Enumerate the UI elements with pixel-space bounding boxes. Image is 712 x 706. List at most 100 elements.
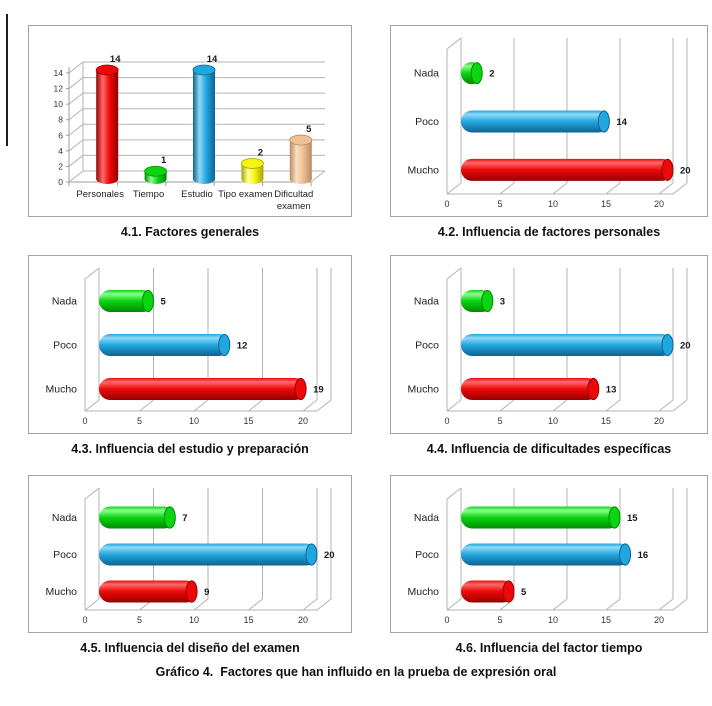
svg-text:Dificultad: Dificultad [274, 189, 313, 200]
svg-text:Nada: Nada [52, 512, 77, 524]
svg-text:Mucho: Mucho [407, 384, 439, 396]
svg-text:8: 8 [58, 115, 63, 125]
svg-text:13: 13 [606, 385, 617, 396]
svg-text:4: 4 [58, 146, 63, 156]
figure-caption: Gráfico 4. Factores que han influido en … [155, 665, 557, 679]
svg-text:5: 5 [137, 416, 142, 426]
svg-text:14: 14 [54, 68, 64, 78]
chart-4-6-box: 0 5 10 15 20 15 Nada 16 Poco 5 Mucho [390, 475, 708, 633]
svg-text:20: 20 [654, 416, 664, 426]
svg-text:9: 9 [204, 587, 209, 598]
svg-text:20: 20 [298, 615, 308, 625]
chart-4-1-box: 0 2 4 6 8 10 12 14 14 Personales 1 Tiempo 14 Estudio 2… [28, 25, 352, 217]
chart-4-5-canvas: 0 5 10 15 20 7 Nada 20 Poco 9 Mucho [45, 487, 335, 625]
chart-row-2: 0 5 10 15 20 5 Nada 12 Poco 19 Mucho 0 5 10 15 20 3 Nada… [28, 255, 712, 434]
svg-text:10: 10 [548, 615, 558, 625]
svg-text:7: 7 [182, 513, 187, 524]
svg-text:5: 5 [306, 124, 312, 135]
chart-4-2-box: 0 5 10 15 20 2 Nada 14 Poco 20 Mucho [390, 25, 708, 217]
svg-text:20: 20 [324, 550, 335, 561]
chart-4-6-caption: 4.6. Influencia del factor tiempo [455, 641, 643, 655]
svg-text:Nada: Nada [414, 68, 439, 80]
chart-4-5-box: 0 5 10 15 20 7 Nada 20 Poco 9 Mucho [28, 475, 352, 633]
chart-4-5-caption: 4.5. Influencia del diseño del examen [80, 641, 300, 655]
svg-text:5: 5 [497, 416, 502, 426]
svg-text:0: 0 [82, 615, 87, 625]
svg-text:3: 3 [500, 297, 505, 308]
svg-text:10: 10 [548, 199, 558, 209]
svg-text:Poco: Poco [53, 340, 77, 352]
chart-4-6-canvas: 0 5 10 15 20 15 Nada 16 Poco 5 Mucho [407, 487, 688, 625]
svg-text:Mucho: Mucho [407, 586, 439, 598]
svg-text:12: 12 [54, 84, 64, 94]
svg-text:Estudio: Estudio [181, 189, 213, 200]
chart-4-4-canvas: 0 5 10 15 20 3 Nada 20 Poco 13 Mucho [407, 267, 691, 426]
svg-text:Nada: Nada [52, 296, 77, 308]
svg-text:20: 20 [298, 416, 308, 426]
svg-text:Tipo examen: Tipo examen [218, 189, 273, 200]
chart-4-3-canvas: 0 5 10 15 20 5 Nada 12 Poco 19 Mucho [45, 267, 332, 426]
chart-4-3-caption: 4.3. Influencia del estudio y preparació… [71, 442, 309, 456]
chart-4-2-caption: 4.2. Influencia de factores personales [437, 225, 661, 239]
svg-text:14: 14 [207, 54, 218, 65]
svg-text:Nada: Nada [414, 512, 439, 524]
svg-text:20: 20 [654, 615, 664, 625]
svg-text:15: 15 [601, 199, 611, 209]
svg-text:20: 20 [654, 199, 664, 209]
svg-text:Poco: Poco [53, 549, 77, 561]
svg-text:20: 20 [680, 341, 691, 352]
svg-text:10: 10 [548, 416, 558, 426]
page-edge-line [6, 14, 8, 146]
svg-text:10: 10 [54, 99, 64, 109]
chart-row-3: 0 5 10 15 20 7 Nada 20 Poco 9 Mucho 0 5 10 15 20 15 Nada… [28, 475, 712, 633]
chart-4-4-caption: 4.4. Influencia de dificultades específi… [426, 442, 672, 456]
svg-text:Mucho: Mucho [45, 384, 77, 396]
svg-text:Tiempo: Tiempo [133, 189, 164, 200]
svg-text:15: 15 [601, 615, 611, 625]
svg-text:14: 14 [110, 54, 121, 65]
svg-text:5: 5 [497, 615, 502, 625]
svg-text:Nada: Nada [414, 296, 439, 308]
svg-text:2: 2 [489, 69, 494, 80]
caption-row-1: 4.1. Factores generales 4.2. Influencia … [28, 224, 712, 240]
svg-text:Poco: Poco [415, 340, 439, 352]
svg-text:0: 0 [82, 416, 87, 426]
chart-4-3-box: 0 5 10 15 20 5 Nada 12 Poco 19 Mucho [28, 255, 352, 434]
caption-row-3: 4.5. Influencia del diseño del examen 4.… [28, 640, 712, 656]
chart-4-1-canvas: 0 2 4 6 8 10 12 14 14 Personales 1 Tiempo 14 Estudio 2… [54, 54, 326, 212]
svg-text:20: 20 [680, 165, 691, 176]
svg-text:10: 10 [189, 615, 199, 625]
svg-text:12: 12 [237, 341, 248, 352]
svg-text:16: 16 [638, 550, 649, 561]
svg-text:15: 15 [243, 615, 253, 625]
svg-text:Personales: Personales [76, 189, 124, 200]
svg-text:0: 0 [444, 199, 449, 209]
svg-text:15: 15 [601, 416, 611, 426]
chart-row-1: 0 2 4 6 8 10 12 14 14 Personales 1 Tiempo 14 Estudio 2… [28, 25, 712, 217]
svg-text:15: 15 [627, 513, 638, 524]
svg-text:5: 5 [137, 615, 142, 625]
svg-text:6: 6 [58, 130, 63, 140]
chart-4-2-canvas: 0 5 10 15 20 2 Nada 14 Poco 20 Mucho [407, 37, 691, 209]
svg-text:Poco: Poco [415, 549, 439, 561]
svg-text:Poco: Poco [415, 116, 439, 128]
svg-text:examen: examen [277, 201, 311, 212]
svg-text:0: 0 [444, 615, 449, 625]
svg-text:2: 2 [58, 161, 63, 171]
chart-4-1-caption: 4.1. Factores generales [120, 225, 260, 239]
caption-row-2: 4.3. Influencia del estudio y preparació… [28, 441, 712, 457]
svg-text:5: 5 [521, 587, 527, 598]
svg-text:0: 0 [58, 177, 63, 187]
svg-text:5: 5 [161, 297, 167, 308]
svg-text:Mucho: Mucho [407, 164, 439, 176]
svg-text:14: 14 [616, 117, 627, 128]
svg-text:5: 5 [497, 199, 502, 209]
svg-text:2: 2 [258, 147, 263, 158]
svg-text:1: 1 [161, 155, 167, 166]
svg-text:0: 0 [444, 416, 449, 426]
svg-text:10: 10 [189, 416, 199, 426]
svg-text:15: 15 [243, 416, 253, 426]
chart-4-4-box: 0 5 10 15 20 3 Nada 20 Poco 13 Mucho [390, 255, 708, 434]
svg-text:Mucho: Mucho [45, 586, 77, 598]
